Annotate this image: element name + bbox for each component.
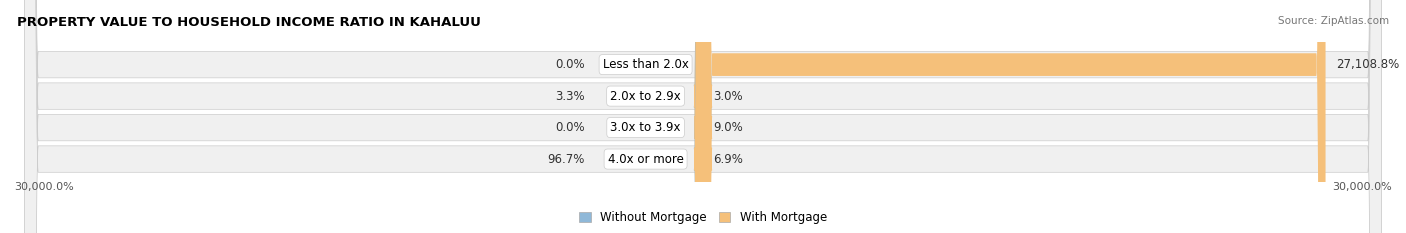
Legend: Without Mortgage, With Mortgage: Without Mortgage, With Mortgage (574, 206, 832, 229)
Text: 3.0x to 3.9x: 3.0x to 3.9x (610, 121, 681, 134)
Text: 4.0x or more: 4.0x or more (607, 153, 683, 166)
FancyBboxPatch shape (695, 0, 713, 233)
FancyBboxPatch shape (693, 0, 710, 233)
FancyBboxPatch shape (24, 0, 1382, 233)
Text: 3.0%: 3.0% (713, 90, 742, 103)
Text: 2.0x to 2.9x: 2.0x to 2.9x (610, 90, 681, 103)
Text: 3.3%: 3.3% (555, 90, 585, 103)
Text: 27,108.8%: 27,108.8% (1336, 58, 1399, 71)
FancyBboxPatch shape (24, 0, 1382, 233)
Text: 0.0%: 0.0% (555, 58, 585, 71)
FancyBboxPatch shape (24, 0, 1382, 233)
FancyBboxPatch shape (695, 0, 713, 233)
Text: 30,000.0%: 30,000.0% (14, 182, 73, 192)
Text: 0.0%: 0.0% (555, 121, 585, 134)
Text: 30,000.0%: 30,000.0% (1333, 182, 1392, 192)
Text: PROPERTY VALUE TO HOUSEHOLD INCOME RATIO IN KAHALUU: PROPERTY VALUE TO HOUSEHOLD INCOME RATIO… (17, 16, 481, 29)
FancyBboxPatch shape (693, 0, 711, 233)
FancyBboxPatch shape (24, 0, 1382, 233)
Text: 6.9%: 6.9% (713, 153, 744, 166)
Text: 96.7%: 96.7% (547, 153, 585, 166)
Text: 9.0%: 9.0% (713, 121, 744, 134)
FancyBboxPatch shape (703, 0, 1326, 233)
FancyBboxPatch shape (695, 0, 713, 233)
Text: Less than 2.0x: Less than 2.0x (603, 58, 689, 71)
Text: Source: ZipAtlas.com: Source: ZipAtlas.com (1278, 16, 1389, 26)
